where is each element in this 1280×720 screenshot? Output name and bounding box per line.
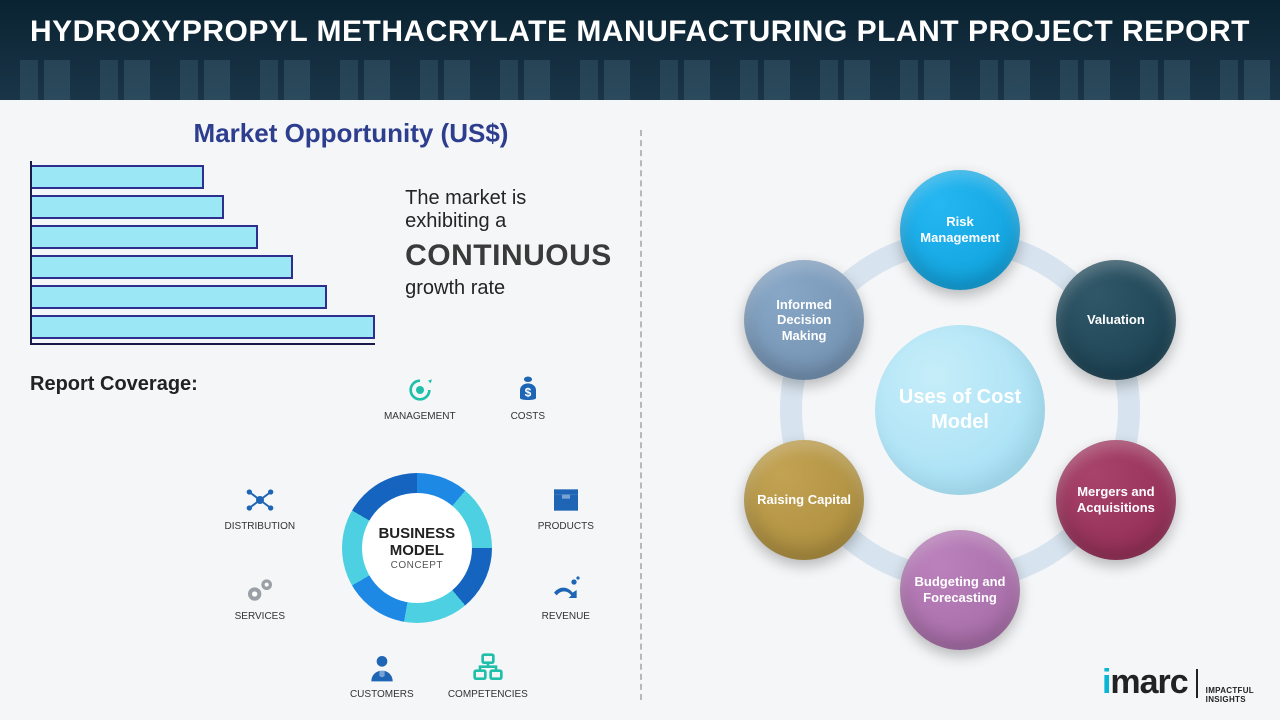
growth-line-1: The market is exhibiting a (405, 187, 612, 233)
business-model-item-label: PRODUCTS (526, 521, 606, 532)
business-model-item: $ COSTS (488, 373, 568, 422)
business-model-item-label: CUSTOMERS (342, 689, 422, 700)
center-circle: Uses of Cost Model (875, 325, 1045, 495)
cost-model-node: Mergers and Acquisitions (1056, 440, 1176, 560)
business-model-item: COMPETENCIES (448, 651, 528, 700)
management-icon (403, 373, 437, 407)
business-model-item: MANAGEMENT (380, 373, 460, 422)
brand-logo: imarc IMPACTFUL INSIGHTS (1102, 663, 1254, 704)
business-model-item-label: COMPETENCIES (448, 689, 528, 700)
svg-text:$: $ (524, 386, 531, 400)
business-model-item: SERVICES (220, 573, 300, 622)
bar (32, 195, 224, 219)
business-model-item-label: DISTRIBUTION (220, 521, 300, 532)
business-model-item: CUSTOMERS (342, 651, 422, 700)
business-model-diagram: BUSINESS MODEL CONCEPT MANAGEMENT$COSTSP… (220, 373, 600, 703)
growth-line-3: growth rate (405, 277, 612, 300)
bar (32, 255, 293, 279)
competencies-icon (471, 651, 505, 685)
market-row: The market is exhibiting a CONTINUOUS gr… (30, 161, 612, 345)
growth-big: CONTINUOUS (405, 239, 612, 273)
distribution-icon (243, 483, 277, 517)
cost-model-node: Informed Decision Making (744, 260, 864, 380)
products-icon (549, 483, 583, 517)
business-model-item-label: COSTS (488, 411, 568, 422)
revenue-icon (549, 573, 583, 607)
header-banner: HYDROXYPROPYL METHACRYLATE MANUFACTURING… (0, 0, 1280, 100)
cost-model-node: Raising Capital (744, 440, 864, 560)
logo-divider (1196, 669, 1198, 698)
business-model-item-label: MANAGEMENT (380, 411, 460, 422)
costs-icon: $ (511, 373, 545, 407)
page-title: HYDROXYPROPYL METHACRYLATE MANUFACTURING… (30, 14, 1250, 50)
coverage-label: Report Coverage: (30, 373, 198, 396)
growth-text: The market is exhibiting a CONTINUOUS gr… (405, 161, 612, 300)
business-model-item-label: REVENUE (526, 611, 606, 622)
cost-model-node: Valuation (1056, 260, 1176, 380)
market-opportunity-title: Market Opportunity (US$) (90, 118, 612, 149)
cost-model-node: Risk Management (900, 170, 1020, 290)
cost-model-node: Budgeting and Forecasting (900, 530, 1020, 650)
bar (32, 225, 258, 249)
business-model-item: PRODUCTS (526, 483, 606, 532)
left-panel: Market Opportunity (US$) The market is e… (0, 100, 640, 720)
services-icon (243, 573, 277, 607)
logo-tagline: IMPACTFUL INSIGHTS (1206, 687, 1254, 704)
bar (32, 165, 204, 189)
logo-text: imarc (1102, 663, 1188, 702)
business-model-item-label: SERVICES (220, 611, 300, 622)
vertical-divider (640, 130, 642, 700)
center-circle-label: Uses of Cost Model (875, 385, 1045, 435)
customers-icon (365, 651, 399, 685)
bar (32, 315, 375, 339)
bar-chart (30, 161, 375, 345)
coverage-row: Report Coverage: BUSINESS MODEL CONCEPT … (30, 373, 612, 703)
business-model-center-label: BUSINESS MODEL CONCEPT (378, 525, 455, 571)
cost-model-radial: Uses of Cost Model Risk Management Valuat… (700, 150, 1220, 670)
business-model-ring: BUSINESS MODEL CONCEPT (342, 473, 492, 623)
business-model-item: DISTRIBUTION (220, 483, 300, 532)
business-model-item: REVENUE (526, 573, 606, 622)
right-panel: Uses of Cost Model Risk Management Valuat… (640, 100, 1280, 720)
bar (32, 285, 327, 309)
